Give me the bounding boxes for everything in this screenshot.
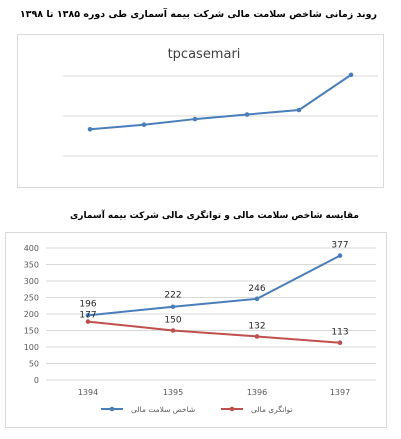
chart1-point xyxy=(141,122,147,128)
chart2-x-axis: 1394 1395 1396 1397 xyxy=(78,388,350,397)
chart1-heading: روند زمانی شاخص سلامت مالی شرکت بیمه آسم… xyxy=(19,9,377,20)
chart2-legend-label: شاخص سلامت مالی xyxy=(131,405,195,414)
chart1-title: tpcasemari xyxy=(168,47,241,62)
chart2-y-tick-label: 250 xyxy=(24,294,39,303)
chart2-data-label: 132 xyxy=(248,321,265,331)
chart2-data-label: 196 xyxy=(79,299,96,309)
chart2-y-tick-label: 200 xyxy=(24,310,39,319)
chart1-point xyxy=(296,107,302,113)
chart2-x-tick-label: 1397 xyxy=(330,388,350,397)
chart1-point xyxy=(192,116,198,122)
chart2-y-tick-label: 100 xyxy=(24,343,39,352)
chart2-gridlines xyxy=(46,247,376,381)
chart2-data-label: 177 xyxy=(79,311,96,321)
chart1-svg: tpcasemari xyxy=(63,47,378,157)
chart2-point xyxy=(85,319,91,324)
chart1-series-line xyxy=(89,74,352,131)
chart2-y-tick-label: 150 xyxy=(24,327,39,336)
chart2-data-label: 222 xyxy=(164,291,181,301)
chart1-series xyxy=(87,72,354,132)
chart2-x-tick-label: 1396 xyxy=(247,388,267,397)
chart1-point xyxy=(244,112,250,117)
chart2-series xyxy=(85,253,343,346)
chart2-data-label: 246 xyxy=(248,284,265,294)
chart2-y-tick-label: 400 xyxy=(24,244,39,253)
chart1-point xyxy=(87,126,93,132)
chart2-point xyxy=(254,296,260,302)
chart2-data-labels: 196 222 246 377 177 150 132 113 xyxy=(79,241,348,338)
chart2-point xyxy=(170,304,176,310)
chart2-legend-marker xyxy=(229,406,235,412)
chart2-data-label: 113 xyxy=(331,328,348,338)
chart2-y-tick-label: 300 xyxy=(24,277,39,286)
chart2-x-tick-label: 1394 xyxy=(78,388,98,397)
chart2-data-label: 377 xyxy=(331,241,348,251)
chart2-legend: شاخص سلامت مالی توانگری مالی xyxy=(101,405,293,414)
chart2-data-label: 150 xyxy=(164,316,181,326)
chart1-point xyxy=(348,72,354,78)
chart2-heading: مقایسه شاخص سلامت مالی و توانگری مالی شر… xyxy=(70,211,359,221)
chart2-x-tick-label: 1395 xyxy=(163,388,183,397)
chart2-y-axis: 0 50 100 150 200 250 300 350 400 xyxy=(24,244,39,385)
chart2-point xyxy=(337,253,343,258)
chart2-legend-label: توانگری مالی xyxy=(251,405,293,414)
chart2-point xyxy=(254,334,260,339)
chart2-panel: 0 50 100 150 200 250 300 350 400 1394 1395 1396 139… xyxy=(5,232,387,428)
chart2-y-tick-label: 350 xyxy=(24,261,39,270)
chart2-legend-marker xyxy=(109,406,115,412)
chart2-series-line xyxy=(87,254,341,317)
chart2-y-tick-label: 50 xyxy=(29,360,39,369)
chart2-series-line xyxy=(87,320,341,344)
chart2-point xyxy=(337,340,343,346)
chart2-point xyxy=(170,328,176,333)
chart1-panel: tpcasemari xyxy=(17,34,384,188)
chart2-y-tick-label: 0 xyxy=(34,376,39,385)
chart2-point xyxy=(85,313,91,318)
